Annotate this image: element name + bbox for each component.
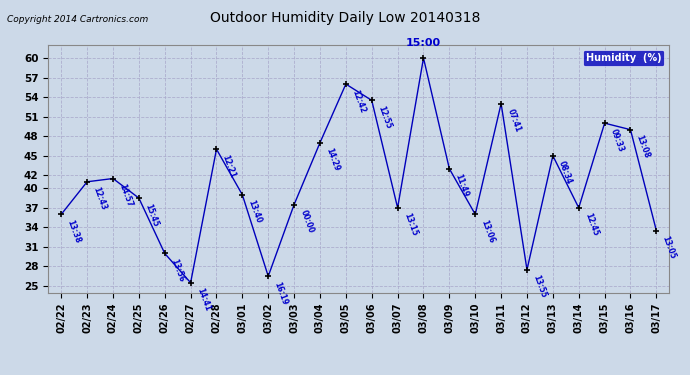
Text: 13:15: 13:15 [402, 212, 418, 238]
Text: 12:42: 12:42 [350, 88, 367, 114]
Text: Copyright 2014 Cartronics.com: Copyright 2014 Cartronics.com [7, 15, 148, 24]
Text: 16:19: 16:19 [273, 280, 289, 306]
Text: 09:33: 09:33 [609, 128, 626, 153]
Text: 13:55: 13:55 [531, 274, 548, 299]
Text: 13:40: 13:40 [246, 199, 264, 225]
Text: 12:55: 12:55 [376, 105, 393, 130]
Text: 12:43: 12:43 [91, 186, 108, 212]
Text: 13:38: 13:38 [66, 219, 82, 245]
Text: 14:41: 14:41 [195, 287, 212, 313]
Text: 15:45: 15:45 [143, 202, 159, 228]
Text: 07:41: 07:41 [505, 108, 522, 134]
Text: 14:57: 14:57 [117, 183, 134, 209]
Text: 14:29: 14:29 [324, 147, 341, 172]
Text: 08:34: 08:34 [557, 160, 574, 186]
Text: 12:21: 12:21 [221, 153, 237, 179]
Text: Outdoor Humidity Daily Low 20140318: Outdoor Humidity Daily Low 20140318 [210, 11, 480, 25]
Text: 15:00: 15:00 [406, 38, 441, 48]
Text: 12:45: 12:45 [583, 212, 600, 238]
Text: 13:56: 13:56 [169, 258, 186, 283]
Text: 11:49: 11:49 [453, 173, 471, 199]
Text: 13:08: 13:08 [635, 134, 651, 160]
Text: 13:05: 13:05 [660, 235, 677, 260]
Text: 00:00: 00:00 [298, 209, 315, 234]
Text: 13:06: 13:06 [480, 219, 496, 244]
Legend: Humidity  (%): Humidity (%) [583, 50, 664, 66]
